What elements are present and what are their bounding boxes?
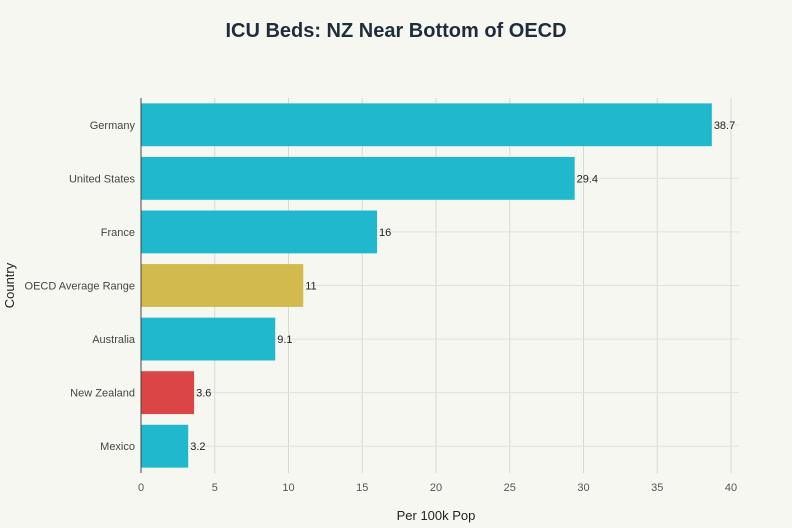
bar: [141, 103, 712, 147]
category-label: Australia: [92, 334, 136, 346]
x-axis-title: Per 100k Pop: [397, 508, 476, 523]
x-tick-label: 40: [725, 482, 737, 494]
bar: [141, 156, 575, 200]
data-label: 9.1: [277, 334, 292, 346]
data-label: 38.7: [714, 120, 735, 132]
x-tick-label: 10: [282, 482, 294, 494]
x-tick-label: 35: [651, 482, 663, 494]
y-axis-title: Country: [2, 262, 17, 308]
x-tick-label: 30: [577, 482, 589, 494]
category-label: United States: [69, 173, 136, 185]
bars: [141, 103, 712, 468]
category-label: Mexico: [100, 441, 135, 453]
bar: [141, 424, 189, 468]
chart-title: ICU Beds: NZ Near Bottom of OECD: [225, 20, 567, 42]
category-label: OECD Average Range: [25, 281, 135, 293]
x-tick-label: 15: [356, 482, 368, 494]
x-tick-label: 5: [212, 482, 218, 494]
category-label: Germany: [90, 120, 136, 132]
bar: [141, 371, 195, 415]
x-tick-label: 0: [138, 482, 144, 494]
data-label: 29.4: [577, 173, 598, 185]
bar: [141, 210, 377, 254]
bar: [141, 264, 304, 307]
x-tick-label: 20: [430, 482, 442, 494]
bar: [141, 317, 276, 361]
data-label: 3.6: [196, 388, 211, 400]
category-label: France: [101, 227, 135, 239]
labels: 0 5 10 15 20 25 30 35 40 Germany 38.7 United States…: [25, 120, 738, 494]
data-label: 11: [305, 281, 316, 293]
category-label: New Zealand: [70, 388, 135, 400]
data-label: 16: [379, 227, 391, 239]
data-label: 3.2: [190, 441, 205, 453]
x-tick-label: 25: [504, 482, 516, 494]
